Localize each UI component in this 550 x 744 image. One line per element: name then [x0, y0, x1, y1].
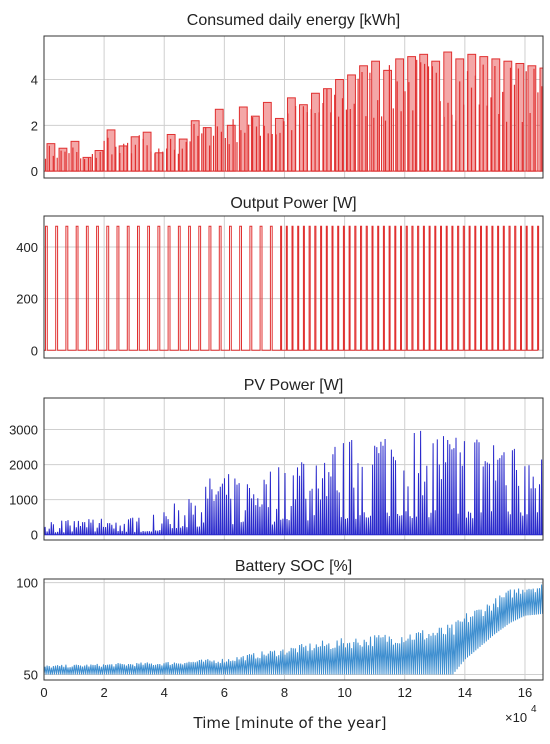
plot-area — [44, 584, 543, 675]
axes-frame — [43, 35, 544, 179]
panel-pv-power: PV Power [W] 0 1000 2000 3000 — [9, 377, 544, 543]
axes-frame — [43, 578, 544, 681]
panel-consumed-energy: Consumed daily energy [kWh] 0 2 4 — [31, 12, 544, 179]
panel-battery-soc: Battery SOC [%] 50 100 0 2 4 6 8 10 12 14 16 — [16, 558, 544, 700]
x-exponent-power: 4 — [531, 704, 537, 715]
energy-bar — [539, 67, 543, 172]
energy-bar — [226, 124, 236, 172]
axes-frame — [43, 397, 544, 541]
x-exponent-base: ×10 — [505, 710, 527, 725]
y-tick-label: 0 — [31, 164, 38, 179]
energy-bar — [70, 140, 80, 172]
energy-bar — [527, 65, 537, 172]
x-tick-label: 14 — [458, 685, 472, 700]
plot-area — [44, 51, 543, 172]
energy-spikes — [44, 59, 543, 172]
energy-bar — [383, 69, 392, 172]
x-tick-label: 6 — [221, 685, 228, 700]
battery-soc-line — [44, 584, 543, 675]
x-axis-label: Time [minute of the year] — [193, 714, 387, 732]
x-tick-label: 8 — [281, 685, 288, 700]
y-tick-label: 0 — [31, 343, 38, 358]
energy-bar — [58, 147, 68, 172]
chart-title: Consumed daily energy [kWh] — [187, 12, 400, 29]
y-tick-label: 3000 — [9, 423, 38, 438]
y-tick-label: 400 — [16, 240, 38, 255]
y-tick-label: 1000 — [9, 493, 38, 508]
y-tick-label: 50 — [24, 667, 38, 682]
pv-power-line — [44, 430, 543, 536]
chart-title: Output Power [W] — [230, 195, 356, 212]
chart-title: Battery SOC [%] — [235, 558, 352, 575]
y-tick-label: 2 — [31, 118, 38, 133]
x-tick-label: 10 — [337, 685, 351, 700]
x-tick-label: 4 — [161, 685, 168, 700]
y-tick-label: 100 — [16, 576, 38, 591]
plot-area — [44, 430, 543, 536]
y-tick-label: 4 — [31, 73, 38, 88]
x-tick-label: 12 — [397, 685, 411, 700]
axes-frame — [43, 215, 544, 359]
x-tick-label: 16 — [518, 685, 532, 700]
y-tick-label: 0 — [31, 528, 38, 543]
x-tick-label: 0 — [40, 685, 47, 700]
x-tick-label: 2 — [101, 685, 108, 700]
chart-title: PV Power [W] — [244, 377, 344, 394]
plot-area — [44, 225, 540, 351]
panel-output-power: Output Power [W] 0 200 400 — [16, 195, 544, 359]
output-power-line — [44, 225, 540, 351]
y-tick-label: 2000 — [9, 458, 38, 473]
y-tick-label: 200 — [16, 292, 38, 307]
